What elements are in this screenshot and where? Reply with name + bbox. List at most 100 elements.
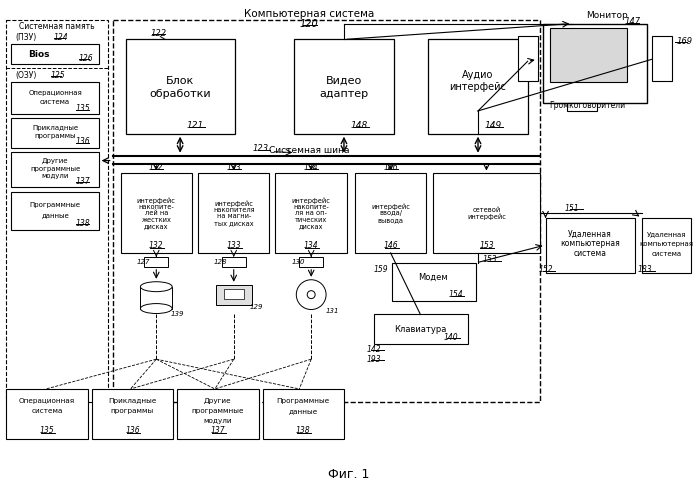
Text: Удаленная: Удаленная [647,231,687,237]
Text: 121: 121 [186,121,204,131]
Text: тых дисках: тых дисках [214,220,253,226]
Text: Модем: Модем [419,273,448,282]
Text: система: система [574,249,607,259]
Text: данные: данные [41,212,69,218]
Text: 134: 134 [304,163,318,172]
Bar [120,173,192,253]
Text: 142: 142 [366,345,381,354]
Text: Bios: Bios [29,50,50,59]
Text: Другие: Другие [204,398,232,404]
Bar [518,37,538,81]
Text: система: система [40,99,70,105]
Text: 193: 193 [366,355,381,364]
Bar [391,263,476,300]
Text: 152: 152 [538,265,553,274]
Text: 125: 125 [51,71,66,80]
Text: Громкоговорители: Громкоговорители [550,101,625,111]
Text: 135: 135 [40,426,55,435]
Bar [125,39,234,134]
Ellipse shape [141,281,172,292]
Bar [198,173,270,253]
Bar [177,389,258,439]
Text: интерфейс: интерфейс [292,197,330,204]
Text: 147: 147 [625,17,641,26]
Text: Программные: Программные [276,398,330,404]
Bar [6,19,108,402]
Text: Удаленная: Удаленная [568,229,612,239]
Text: Блок: Блок [166,76,194,86]
Text: Системная память: Системная память [19,22,94,31]
Text: 137: 137 [211,426,225,435]
Text: 149: 149 [484,121,501,131]
Text: 123: 123 [253,144,269,153]
Bar [542,23,647,103]
Bar [141,287,172,309]
Text: 153: 153 [482,255,497,264]
Bar [113,19,540,402]
Text: 137: 137 [76,177,90,186]
Bar [6,389,88,439]
Text: интерфейс: интерфейс [214,200,253,207]
Text: накопителя: накопителя [213,207,255,213]
Bar [374,315,468,344]
Text: 130: 130 [291,259,304,265]
Text: Видео: Видео [326,76,362,86]
Text: дисках: дисках [299,223,323,229]
Text: сетевой: сетевой [473,207,500,213]
Text: лей на: лей на [145,210,168,216]
Text: ля на оп-: ля на оп- [295,210,327,216]
Text: накопите-: накопите- [139,204,174,210]
Text: 148: 148 [350,121,368,131]
Text: 120: 120 [300,19,318,29]
Bar [262,389,344,439]
Bar [144,257,168,267]
Text: Клавиатура: Клавиатура [394,325,447,334]
Text: 159: 159 [373,265,388,274]
Text: (ПЗУ): (ПЗУ) [15,33,36,42]
Bar [92,389,173,439]
Text: на магни-: на магни- [216,213,251,220]
Text: Прикладные: Прикладные [32,125,78,131]
Bar [11,151,99,187]
Bar [11,44,99,64]
Text: 139: 139 [170,312,183,318]
Text: дисках: дисках [144,223,169,229]
Text: 135: 135 [76,104,90,113]
Text: система: система [32,408,63,414]
Text: 133: 133 [226,242,241,250]
Text: 122: 122 [150,29,167,38]
Text: модули: модули [204,418,232,424]
Text: 134: 134 [304,242,318,250]
Text: 126: 126 [79,54,94,63]
Text: 127: 127 [136,259,150,265]
Text: интерфейс: интерфейс [137,197,176,204]
Text: программные: программные [30,166,80,171]
Bar [428,39,528,134]
Text: 146: 146 [384,163,398,172]
Text: данные: данные [288,408,318,414]
Text: 128: 128 [214,259,228,265]
Bar [300,257,323,267]
Bar [642,218,692,273]
Text: Программные: Программные [29,202,81,208]
Text: 151: 151 [565,204,580,213]
Bar [224,289,244,299]
Text: 136: 136 [125,426,140,435]
Bar [652,37,671,81]
Text: 132: 132 [149,242,164,250]
Text: 153: 153 [479,242,493,250]
Bar [568,103,597,111]
Text: ввода/: ввода/ [379,210,402,216]
Text: 133: 133 [226,163,241,172]
Bar [222,257,246,267]
Text: Операционная: Операционная [19,398,75,404]
Text: Системная шина: Системная шина [269,146,349,155]
Text: программы: программы [34,133,76,139]
Bar [545,218,635,273]
Ellipse shape [141,303,172,314]
Text: 169: 169 [677,37,693,46]
Text: 129: 129 [250,303,263,310]
Text: 132: 132 [149,163,164,172]
Bar [275,173,347,253]
Text: Аудио: Аудио [462,70,493,80]
